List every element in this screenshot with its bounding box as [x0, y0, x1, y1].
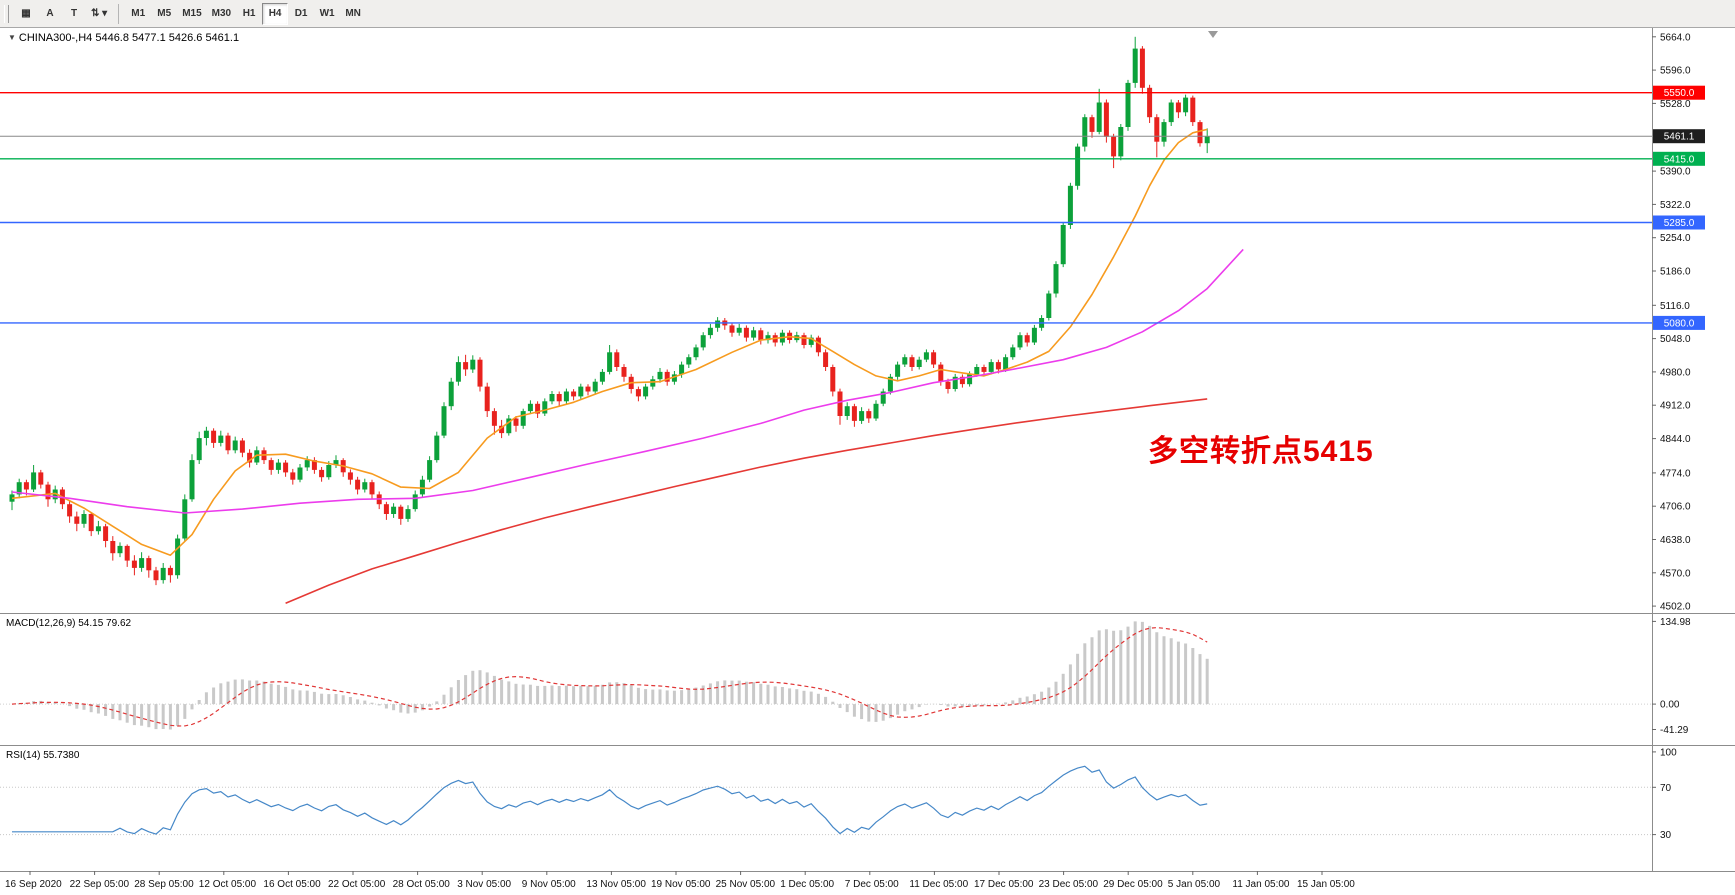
svg-text:5080.0: 5080.0 [1664, 318, 1695, 329]
svg-text:22 Oct 05:00: 22 Oct 05:00 [328, 879, 386, 890]
svg-text:5415.0: 5415.0 [1664, 154, 1695, 165]
svg-text:5254.0: 5254.0 [1660, 233, 1691, 244]
ma-mid-magenta-line [11, 248, 1244, 514]
timeframe-button-m5[interactable]: M5 [151, 3, 177, 25]
svg-text:4774.0: 4774.0 [1660, 468, 1691, 479]
svg-text:25 Nov 05:00: 25 Nov 05:00 [716, 879, 776, 890]
svg-text:4570.0: 4570.0 [1660, 568, 1691, 579]
timeframe-button-w1[interactable]: W1 [314, 3, 340, 25]
time-axis[interactable]: 16 Sep 2020 22 Sep 05:00 28 Sep 05:00 12 Oc… [5, 871, 1355, 890]
svg-text:4502.0: 4502.0 [1660, 602, 1691, 613]
price-axis[interactable]: 5664.0 5596.0 5528.0 5390.0 5322.0 5254.0 5186… [1652, 32, 1705, 613]
text-tool-button[interactable]: T [62, 3, 86, 25]
svg-text:5322.0: 5322.0 [1660, 200, 1691, 211]
svg-text:5596.0: 5596.0 [1660, 66, 1691, 77]
timeframe-button-m30[interactable]: M30 [207, 3, 236, 25]
chart-window-button[interactable]: ▦ [14, 3, 38, 25]
svg-text:5186.0: 5186.0 [1660, 267, 1691, 278]
svg-text:5528.0: 5528.0 [1660, 99, 1691, 110]
rsi-indicator-label: RSI(14) 55.7380 [6, 750, 80, 761]
svg-text:5390.0: 5390.0 [1660, 167, 1691, 178]
svg-text:15 Jan 05:00: 15 Jan 05:00 [1297, 879, 1355, 890]
tool-button-group: ▦ A T ⇅ ▾ [14, 3, 112, 25]
chart-canvas[interactable]: 5664.0 5596.0 5528.0 5390.0 5322.0 5254.0 5186… [0, 28, 1735, 895]
svg-text:4980.0: 4980.0 [1660, 367, 1691, 378]
svg-text:23 Dec 05:00: 23 Dec 05:00 [1039, 879, 1099, 890]
svg-text:28 Oct 05:00: 28 Oct 05:00 [393, 879, 451, 890]
macd-axis[interactable]: 134.98 0.00 -41.29 [1652, 617, 1691, 736]
timeframe-button-h1[interactable]: H1 [236, 3, 262, 25]
symbol-marker-icon: ▼ [8, 33, 16, 42]
svg-text:16 Sep 2020: 16 Sep 2020 [5, 879, 62, 890]
annotation-text[interactable]: 多空转折点5415 [1148, 435, 1374, 468]
svg-text:5116.0: 5116.0 [1660, 301, 1690, 312]
macd-histogram [17, 621, 1209, 730]
rsi-axis[interactable]: 100 70 30 [1652, 747, 1677, 841]
chart-area: 5664.0 5596.0 5528.0 5390.0 5322.0 5254.0 5186… [0, 28, 1735, 895]
price-badge: 5080.0 [1653, 315, 1705, 330]
macd-signal-line [11, 626, 1208, 727]
price-badge: 5550.0 [1653, 85, 1705, 100]
price-badge: 5415.0 [1653, 151, 1705, 166]
svg-text:4638.0: 4638.0 [1660, 535, 1691, 546]
svg-text:17 Dec 05:00: 17 Dec 05:00 [974, 879, 1034, 890]
timeframe-button-m15[interactable]: M15 [177, 3, 206, 25]
svg-text:28 Sep 05:00: 28 Sep 05:00 [134, 879, 194, 890]
macd-indicator-label: MACD(12,26,9) 54.15 79.62 [6, 618, 132, 629]
timeframe-button-group: M1 M5 M15 M30 H1 H4 D1 W1 MN [125, 2, 366, 25]
toolbar-separator [118, 3, 120, 24]
ma-slow-red-line [285, 398, 1208, 604]
svg-text:100: 100 [1660, 747, 1677, 758]
timeframe-button-h4[interactable]: H4 [262, 2, 289, 25]
svg-text:19 Nov 05:00: 19 Nov 05:00 [651, 879, 711, 890]
chart-shift-marker-icon [1208, 31, 1218, 38]
top-toolbar: ▦ A T ⇅ ▾ M1 M5 M15 M30 H1 H4 D1 W1 MN [0, 0, 1735, 28]
candles-series [9, 36, 1210, 586]
svg-text:29 Dec 05:00: 29 Dec 05:00 [1103, 879, 1163, 890]
toolbar-grip[interactable] [4, 4, 9, 23]
price-badge: 5285.0 [1653, 215, 1705, 230]
svg-text:4706.0: 4706.0 [1660, 502, 1691, 513]
svg-text:70: 70 [1660, 783, 1672, 794]
ma-fast-orange-line [11, 128, 1208, 557]
svg-text:11 Dec 05:00: 11 Dec 05:00 [909, 879, 968, 890]
timeframe-button-mn[interactable]: MN [340, 3, 366, 25]
svg-text:134.98: 134.98 [1660, 617, 1691, 628]
svg-text:5550.0: 5550.0 [1664, 88, 1695, 99]
svg-text:9 Nov 05:00: 9 Nov 05:00 [522, 879, 576, 890]
svg-text:13 Nov 05:00: 13 Nov 05:00 [586, 879, 646, 890]
svg-text:-41.29: -41.29 [1660, 725, 1689, 736]
svg-text:1 Dec 05:00: 1 Dec 05:00 [780, 879, 834, 890]
symbol-ohlc-text: CHINA300-,H4 5446.8 5477.1 5426.6 5461.1 [18, 32, 240, 44]
price-badge: 5461.1 [1653, 129, 1705, 144]
rsi-line [12, 765, 1208, 835]
svg-text:11 Jan 05:00: 11 Jan 05:00 [1232, 879, 1290, 890]
svg-text:5048.0: 5048.0 [1660, 334, 1691, 345]
objects-dropdown-button[interactable]: ⇅ ▾ [86, 3, 112, 25]
svg-text:0.00: 0.00 [1660, 700, 1680, 711]
svg-text:5461.1: 5461.1 [1664, 132, 1695, 143]
svg-text:30: 30 [1660, 830, 1672, 841]
svg-text:5 Jan 05:00: 5 Jan 05:00 [1168, 879, 1221, 890]
svg-text:5664.0: 5664.0 [1660, 32, 1691, 43]
svg-text:7 Dec 05:00: 7 Dec 05:00 [845, 879, 899, 890]
svg-text:12 Oct 05:00: 12 Oct 05:00 [199, 879, 257, 890]
symbol-ohlc-label: ▼ CHINA300-,H4 5446.8 5477.1 5426.6 5461.… [8, 32, 239, 44]
annotate-label-button[interactable]: A [38, 3, 62, 25]
timeframe-button-m1[interactable]: M1 [125, 3, 151, 25]
horizontal-level-lines[interactable] [0, 91, 1652, 324]
svg-text:3 Nov 05:00: 3 Nov 05:00 [457, 879, 511, 890]
svg-text:4844.0: 4844.0 [1660, 434, 1691, 445]
svg-text:16 Oct 05:00: 16 Oct 05:00 [263, 879, 321, 890]
svg-text:5285.0: 5285.0 [1664, 218, 1695, 229]
timeframe-button-d1[interactable]: D1 [288, 3, 314, 25]
svg-text:4912.0: 4912.0 [1660, 401, 1691, 412]
svg-text:22 Sep 05:00: 22 Sep 05:00 [70, 879, 130, 890]
